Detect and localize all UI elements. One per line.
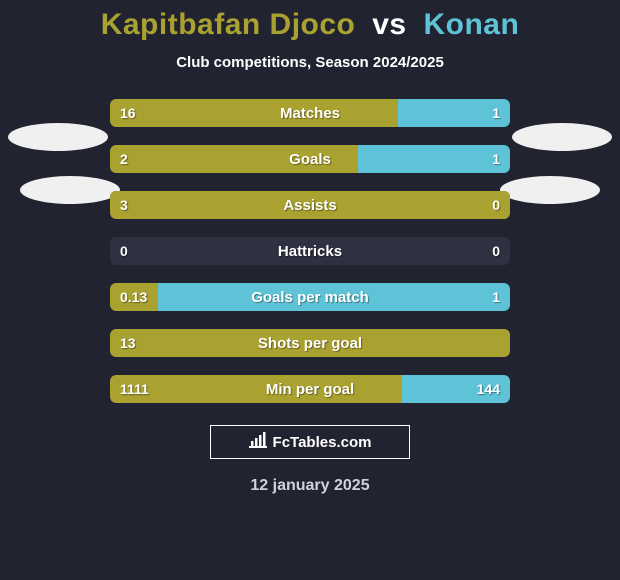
stat-bar: 13Shots per goal [110,329,510,357]
player1-name: Kapitbafan Djoco [101,8,356,41]
branding-box: FcTables.com [210,425,410,459]
brand-text: FcTables.com [273,434,372,451]
vs-separator: vs [372,8,406,41]
stat-bar: 0.131Goals per match [110,283,510,311]
bar-label: Matches [110,99,510,127]
subtitle: Club competitions, Season 2024/2025 [0,54,620,71]
stat-bar: 21Goals [110,145,510,173]
player1-avatar-placeholder [8,123,108,151]
comparison-title: Kapitbafan Djoco vs Konan [0,0,620,42]
player1-avatar-placeholder-2 [20,176,120,204]
date: 12 january 2025 [0,477,620,495]
player2-name: Konan [423,8,519,41]
bar-label: Assists [110,191,510,219]
chart-icon [249,432,267,452]
stat-bars: 161Matches 21Goals 30Assists 00Hattricks 0.1… [110,99,510,403]
stat-bar: 161Matches [110,99,510,127]
player2-avatar-placeholder-2 [500,176,600,204]
bar-label: Hattricks [110,237,510,265]
stat-bar: 00Hattricks [110,237,510,265]
player2-avatar-placeholder [512,123,612,151]
stat-bar: 30Assists [110,191,510,219]
stat-bar: 1111144Min per goal [110,375,510,403]
bar-label: Goals [110,145,510,173]
bar-label: Shots per goal [110,329,510,357]
bar-label: Min per goal [110,375,510,403]
bar-label: Goals per match [110,283,510,311]
